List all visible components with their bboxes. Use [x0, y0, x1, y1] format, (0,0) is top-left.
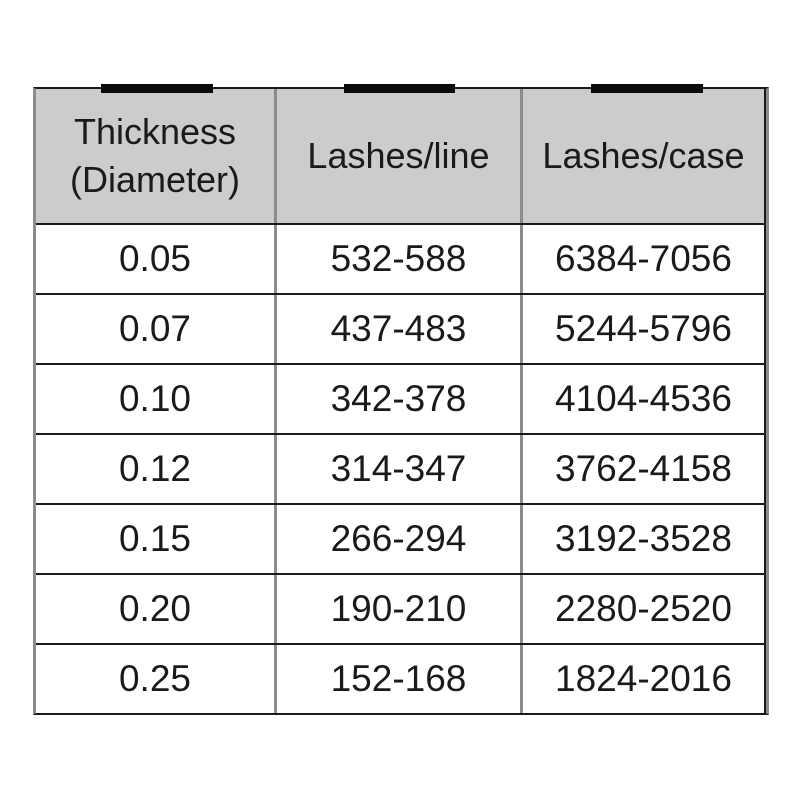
header-lashes-case-label: Lashes/case	[542, 135, 745, 176]
table-row: 0.05 532-588 6384-7056	[36, 225, 766, 295]
header-thickness-line2: (Diameter)	[69, 159, 240, 200]
lash-spec-table: Thickness (Diameter) Lashes/line Lashes/…	[33, 87, 769, 715]
cell-lashes-case: 3192-3528	[523, 505, 766, 573]
cell-thickness: 0.10	[36, 365, 277, 433]
cell-lashes-line: 437-483	[277, 295, 523, 363]
cell-lashes-line: 190-210	[277, 575, 523, 643]
cell-lashes-line: 314-347	[277, 435, 523, 503]
cell-lashes-line: 152-168	[277, 645, 523, 713]
cell-lashes-line: 532-588	[277, 225, 523, 293]
table-row: 0.12 314-347 3762-4158	[36, 435, 766, 505]
black-tab-mark-col1	[101, 84, 213, 93]
cell-lashes-case: 3762-4158	[523, 435, 766, 503]
cell-lashes-case: 5244-5796	[523, 295, 766, 363]
black-tab-mark-col3	[591, 84, 703, 93]
cell-thickness: 0.05	[36, 225, 277, 293]
cell-thickness: 0.20	[36, 575, 277, 643]
table-row: 0.10 342-378 4104-4536	[36, 365, 766, 435]
cell-thickness: 0.12	[36, 435, 277, 503]
black-tab-mark-col2	[344, 84, 455, 93]
cell-lashes-case: 1824-2016	[523, 645, 766, 713]
cell-lashes-line: 266-294	[277, 505, 523, 573]
cell-lashes-case: 6384-7056	[523, 225, 766, 293]
cell-thickness: 0.07	[36, 295, 277, 363]
header-cell-thickness: Thickness (Diameter)	[36, 89, 277, 223]
cell-lashes-case: 2280-2520	[523, 575, 766, 643]
cell-thickness: 0.25	[36, 645, 277, 713]
header-thickness-line1: Thickness	[73, 111, 237, 152]
cell-lashes-line: 342-378	[277, 365, 523, 433]
table-row: 0.07 437-483 5244-5796	[36, 295, 766, 365]
header-lashes-line-label: Lashes/line	[307, 135, 490, 176]
table-row: 0.15 266-294 3192-3528	[36, 505, 766, 575]
table-header-row: Thickness (Diameter) Lashes/line Lashes/…	[36, 89, 766, 225]
cell-thickness: 0.15	[36, 505, 277, 573]
header-cell-lashes-case: Lashes/case	[523, 89, 766, 223]
cell-lashes-case: 4104-4536	[523, 365, 766, 433]
header-cell-lashes-line: Lashes/line	[277, 89, 523, 223]
table-row: 0.25 152-168 1824-2016	[36, 645, 766, 713]
table-row: 0.20 190-210 2280-2520	[36, 575, 766, 645]
